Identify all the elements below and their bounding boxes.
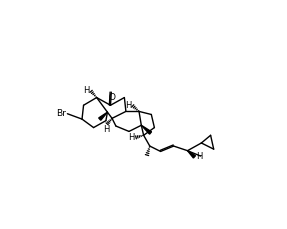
- Text: H: H: [83, 86, 90, 95]
- Text: O: O: [108, 93, 116, 102]
- Text: H: H: [196, 152, 202, 161]
- Polygon shape: [141, 125, 152, 134]
- Text: Br: Br: [56, 109, 66, 118]
- Text: H: H: [104, 125, 110, 134]
- Text: H: H: [128, 133, 134, 142]
- Text: H: H: [125, 101, 131, 110]
- Polygon shape: [99, 112, 107, 120]
- Polygon shape: [187, 151, 195, 158]
